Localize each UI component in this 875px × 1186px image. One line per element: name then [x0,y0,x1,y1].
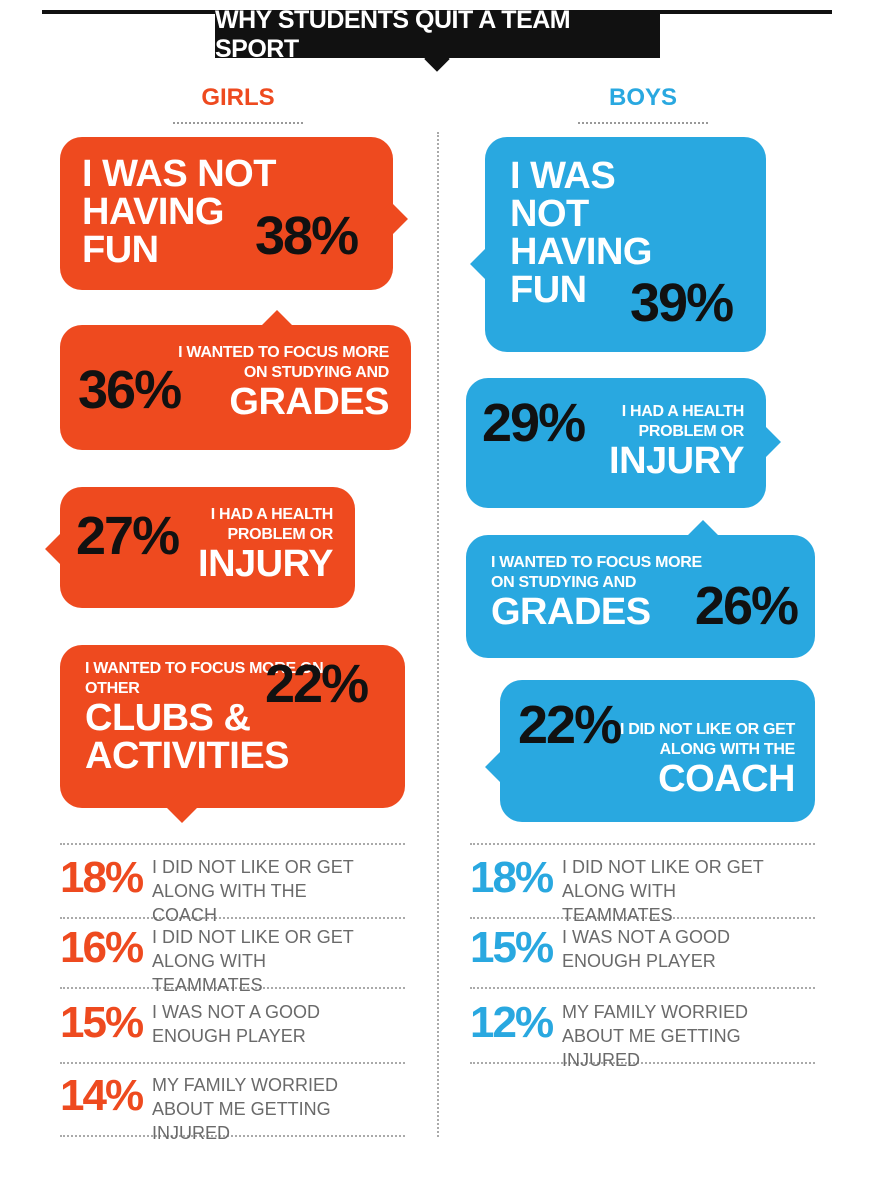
bubble-text: I HAD A HEALTH PROBLEM OR INJURY [158,505,333,583]
percentage: 12% [470,998,554,1047]
bubble-text: I HAD A HEALTH PROBLEM OR INJURY [584,402,744,480]
bubble-tail [165,789,199,823]
list-row: 15% I WAS NOT A GOOD ENOUGH PLAYER [470,915,815,989]
reason: I WAS NOT A GOOD ENOUGH PLAYER [152,1002,321,1046]
speech-bubble: I WANTED TO FOCUS MORE ON OTHER CLUBS & A… [60,645,405,823]
reason-big: GRADES [229,381,389,423]
reason-small: I WANTED TO FOCUS MORE ON STUDYING AND [178,344,389,381]
divider [437,132,439,1137]
percentage: 14% [60,1071,144,1120]
percentage: 15% [60,998,144,1047]
bubble-tail [260,310,294,344]
bubble-tail [485,750,519,784]
reason-small: I HAD A HEALTH PROBLEM OR [210,506,334,543]
speech-bubble: I WAS NOT HAVING FUN 39% [470,137,766,352]
reason-big: CLUBS & ACTIVITIES [85,697,290,777]
speech-bubble: I HAD A HEALTH PROBLEM OR INJURY 27% [45,487,355,608]
list-row: 12% MY FAMILY WORRIED ABOUT ME GETTING IN… [470,990,815,1070]
reason-big: I WAS NOT HAVING FUN [82,153,276,271]
reason: I DID NOT LIKE OR GET ALONG WITH THE COA… [152,857,354,925]
bubble-text: I WANTED TO FOCUS MORE ON STUDYING AND GR… [159,343,389,421]
bubble-tail [686,520,720,554]
reason-small: I DID NOT LIKE OR GET ALONG WITH THE [619,721,795,758]
percentage: 38% [255,206,359,266]
reason-small: I WANTED TO FOCUS MORE ON OTHER [85,660,324,697]
percentage: 15% [470,923,554,972]
reason-small: I HAD A HEALTH PROBLEM OR [621,403,745,440]
reason-big: INJURY [609,440,744,482]
percentage: 16% [60,923,144,972]
reason: MY FAMILY WORRIED ABOUT ME GETTING INJUR… [152,1075,339,1143]
bubble-tail [45,532,79,566]
speech-bubble: I DID NOT LIKE OR GET ALONG WITH THE COAC… [485,680,815,822]
percentage: 18% [60,853,144,902]
bubble-text: I WANTED TO FOCUS MORE ON OTHER CLUBS & A… [85,659,325,775]
reason-big: I WAS NOT HAVING FUN [510,155,652,311]
reason: MY FAMILY WORRIED ABOUT ME GETTING INJUR… [562,1002,749,1070]
list-row: 18% I DID NOT LIKE OR GET ALONG WITH THE … [60,843,405,925]
bubble-tail [747,425,781,459]
speech-bubble: I WAS NOT HAVING FUN 38% [60,137,408,290]
title: WHY STUDENTS QUIT A TEAM SPORT [215,6,660,63]
reason-small: I WANTED TO FOCUS MORE ON STUDYING AND [491,554,702,591]
list-row: 16% I DID NOT LIKE OR GET ALONG WITH TEAM… [60,915,405,995]
percentage: 36% [78,360,182,420]
list-row: 15% I WAS NOT A GOOD ENOUGH PLAYER [60,990,405,1064]
bubble-text: I WANTED TO FOCUS MORE ON STUDYING AND GR… [491,553,721,631]
bubble-tail [374,202,408,236]
percentage: 22% [518,695,622,755]
reason-big: INJURY [198,543,333,585]
percentage: 39% [630,273,734,333]
speech-bubble: I WANTED TO FOCUS MORE ON STUDYING AND GR… [466,520,815,658]
girls-heading: GIRLS [173,84,303,124]
list-row: 18% I DID NOT LIKE OR GET ALONG WITH TEAM… [470,843,815,925]
reason-big: COACH [658,758,795,800]
percentage: 18% [470,853,554,902]
percentage: 22% [265,654,369,714]
percentage: 26% [694,576,799,636]
reason-big: GRADES [491,591,651,633]
percentage: 29% [482,393,586,453]
reason: I DID NOT LIKE OR GET ALONG WITH TEAMMAT… [152,927,354,995]
bubble-tail [470,247,504,281]
speech-bubble: I HAD A HEALTH PROBLEM OR INJURY 29% [466,378,781,508]
bubble-text: I DID NOT LIKE OR GET ALONG WITH THE COAC… [605,720,796,800]
percentage: 27% [76,506,180,566]
bubble-text: I WAS NOT HAVING FUN [510,157,680,309]
list-row: 14% MY FAMILY WORRIED ABOUT ME GETTING IN… [60,1063,405,1143]
bubble-text: I WAS NOT HAVING FUN [82,155,297,269]
reason: I WAS NOT A GOOD ENOUGH PLAYER [562,927,731,971]
speech-bubble: I WANTED TO FOCUS MORE ON STUDYING AND GR… [60,310,411,450]
boys-heading: BOYS [578,84,708,124]
reason: I DID NOT LIKE OR GET ALONG WITH TEAMMAT… [562,857,764,925]
